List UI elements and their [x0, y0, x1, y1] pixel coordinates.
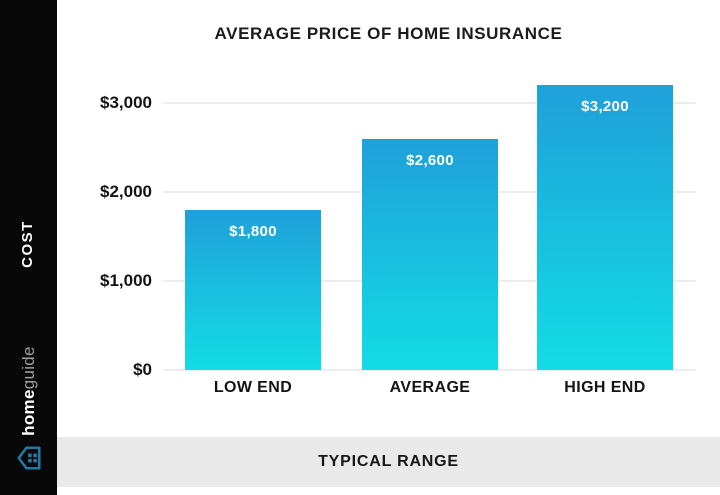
bar-value-label: $3,200: [581, 98, 629, 116]
gridline: [163, 369, 696, 371]
bar-value-label: $2,600: [406, 151, 454, 169]
homeguide-house-icon: [15, 444, 43, 472]
bar-average: $2,600: [362, 138, 498, 370]
x-axis-title-strip: TYPICAL RANGE: [57, 437, 720, 487]
y-tick-label: $2,000: [100, 182, 152, 201]
y-axis-title: COST: [19, 220, 36, 268]
chart-title: AVERAGE PRICE OF HOME INSURANCE: [214, 24, 563, 43]
homeguide-logo: homeguide: [12, 334, 46, 484]
x-axis-title: TYPICAL RANGE: [318, 453, 459, 470]
y-tick-label: $3,000: [100, 93, 152, 112]
x-tick-label: HIGH END: [564, 379, 646, 396]
x-tick-label: AVERAGE: [389, 379, 471, 396]
brand-name-home: home: [19, 389, 38, 436]
gridline: [163, 102, 696, 104]
y-tick-label: $1,000: [100, 271, 152, 290]
x-tick-label: LOW END: [213, 379, 293, 396]
left-sidebar: COST homeguide: [0, 0, 57, 495]
bar-high-end: $3,200: [537, 85, 673, 370]
y-tick-label: $0: [133, 360, 152, 379]
brand-name-guide: guide: [19, 346, 38, 390]
bar-low-end: $1,800: [185, 209, 321, 370]
brand-name: homeguide: [19, 346, 39, 436]
bar-value-label: $1,800: [229, 222, 277, 240]
